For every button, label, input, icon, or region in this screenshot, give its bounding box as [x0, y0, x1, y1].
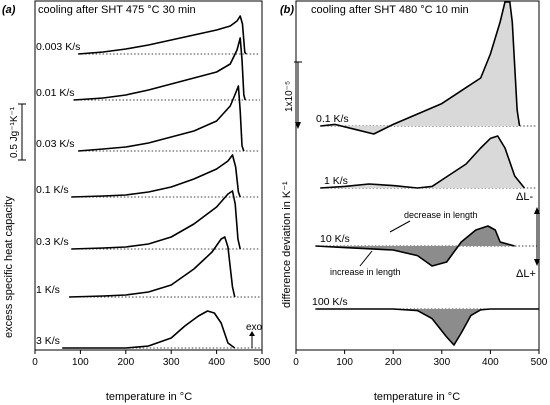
panel-b-label: (b)	[280, 4, 294, 16]
panel-b: (b) cooling after SHT 480 °C 10 min temp…	[280, 0, 548, 403]
exo-label: exo	[246, 322, 263, 333]
annotation-increase-in-length: increase in length	[330, 267, 401, 277]
panel-a-series-0-3-k-s-line	[71, 190, 241, 250]
panel-a-series-0-003-k-s-line	[78, 15, 247, 55]
panel-a-series-0-3-k-s-label: 0.3 K/s	[36, 236, 69, 248]
panel-a-x-tick-label-500: 500	[254, 357, 271, 368]
panel-a-label: (a)	[2, 4, 16, 16]
panel-b-x-tick-label-100: 100	[336, 357, 353, 368]
panel-b-series-100-k-s-label: 100 K/s	[312, 296, 348, 308]
panel-b-scale-bar-arrow	[295, 122, 301, 129]
panel-b-x-tick-label-300: 300	[433, 357, 450, 368]
panel-b-series-1-k-s-line	[320, 135, 526, 189]
panel-a-x-tick-label-0: 0	[32, 357, 38, 368]
panel-a-series-0-03-k-s-label: 0.03 K/s	[36, 138, 75, 150]
panel-b-series-100-k-s-line	[315, 308, 539, 346]
panel-a-series-0-03-k-s-line	[78, 85, 245, 152]
panel-a-series-0-01-k-s-label: 0.01 K/s	[36, 87, 75, 99]
panel-b-x-tick-label-0: 0	[293, 357, 299, 368]
panel-a-x-tick-label-300: 300	[163, 357, 180, 368]
panel-a-series-0-1-k-s-label: 0.1 K/s	[36, 184, 69, 196]
panel-b-scale-bar-label: 1x10⁻⁵	[284, 81, 295, 112]
annotation-decrease-arrow	[389, 220, 411, 233]
panel-a-series-3-k-s-line	[62, 310, 236, 349]
panel-a-title: cooling after SHT 475 °C 30 min	[38, 4, 196, 16]
panel-b-x-tick-label-200: 200	[385, 357, 402, 368]
delta-l-arrow-down	[534, 259, 540, 266]
panel-b-x-tick-label-500: 500	[531, 357, 548, 368]
panel-a-series-0-003-k-s-label: 0.003 K/s	[36, 41, 80, 53]
panel-a-y-axis-label: excess specific heat capacity	[3, 196, 15, 338]
delta-l-minus-label: ΔL-	[516, 191, 533, 203]
panel-a-series-0-01-k-s-line	[73, 37, 246, 101]
panel-b-frame	[295, 0, 540, 351]
panel-b-x-axis-label: temperature in °C	[374, 391, 460, 403]
annotation-increase-arrow	[359, 250, 373, 267]
panel-b-title: cooling after SHT 480 °C 10 min	[311, 4, 469, 16]
panel-a-frame	[34, 0, 263, 351]
panel-b-series-10-k-s-line	[315, 225, 515, 267]
panel-b-y-axis-label: difference deviation in K⁻¹	[281, 181, 293, 308]
panel-a-x-tick-label-100: 100	[72, 357, 89, 368]
panel-b-series-0-1-k-s-line	[320, 1, 521, 135]
panel-b-series-100-k-s-area	[315, 309, 539, 345]
panel-b-series-1-k-s-label: 1 K/s	[324, 175, 348, 187]
panel-a-series-0-1-k-s-line	[71, 154, 241, 198]
panel-a-series-3-k-s-label: 3 K/s	[36, 335, 60, 347]
panel-a: (a) cooling after SHT 475 °C 30 min temp…	[2, 0, 271, 403]
panel-a-x-axis-label: temperature in °C	[106, 391, 192, 403]
panel-a-x-tick-label-200: 200	[117, 357, 134, 368]
panel-b-series-0-1-k-s-area	[320, 2, 520, 134]
panel-b-series-10-k-s-label: 10 K/s	[320, 233, 350, 245]
exo-arrow-head	[249, 331, 255, 336]
delta-l-plus-label: ΔL+	[516, 268, 536, 280]
panel-a-scale-bar-label: 0.5 Jg⁻¹K⁻¹	[9, 106, 20, 158]
panel-a-x-tick-label-400: 400	[208, 357, 225, 368]
annotation-decrease-in-length: decrease in length	[404, 210, 478, 220]
panel-a-series-1-k-s-line	[69, 236, 236, 298]
delta-l-arrow-up	[534, 207, 540, 214]
panel-b-series-10-k-s-area	[315, 226, 515, 266]
panel-b-series-0-1-k-s-label: 0.1 K/s	[316, 113, 349, 125]
panel-b-x-tick-label-400: 400	[482, 357, 499, 368]
panel-b-series-1-k-s-area	[320, 136, 525, 188]
panel-a-series-1-k-s-label: 1 K/s	[36, 284, 60, 296]
